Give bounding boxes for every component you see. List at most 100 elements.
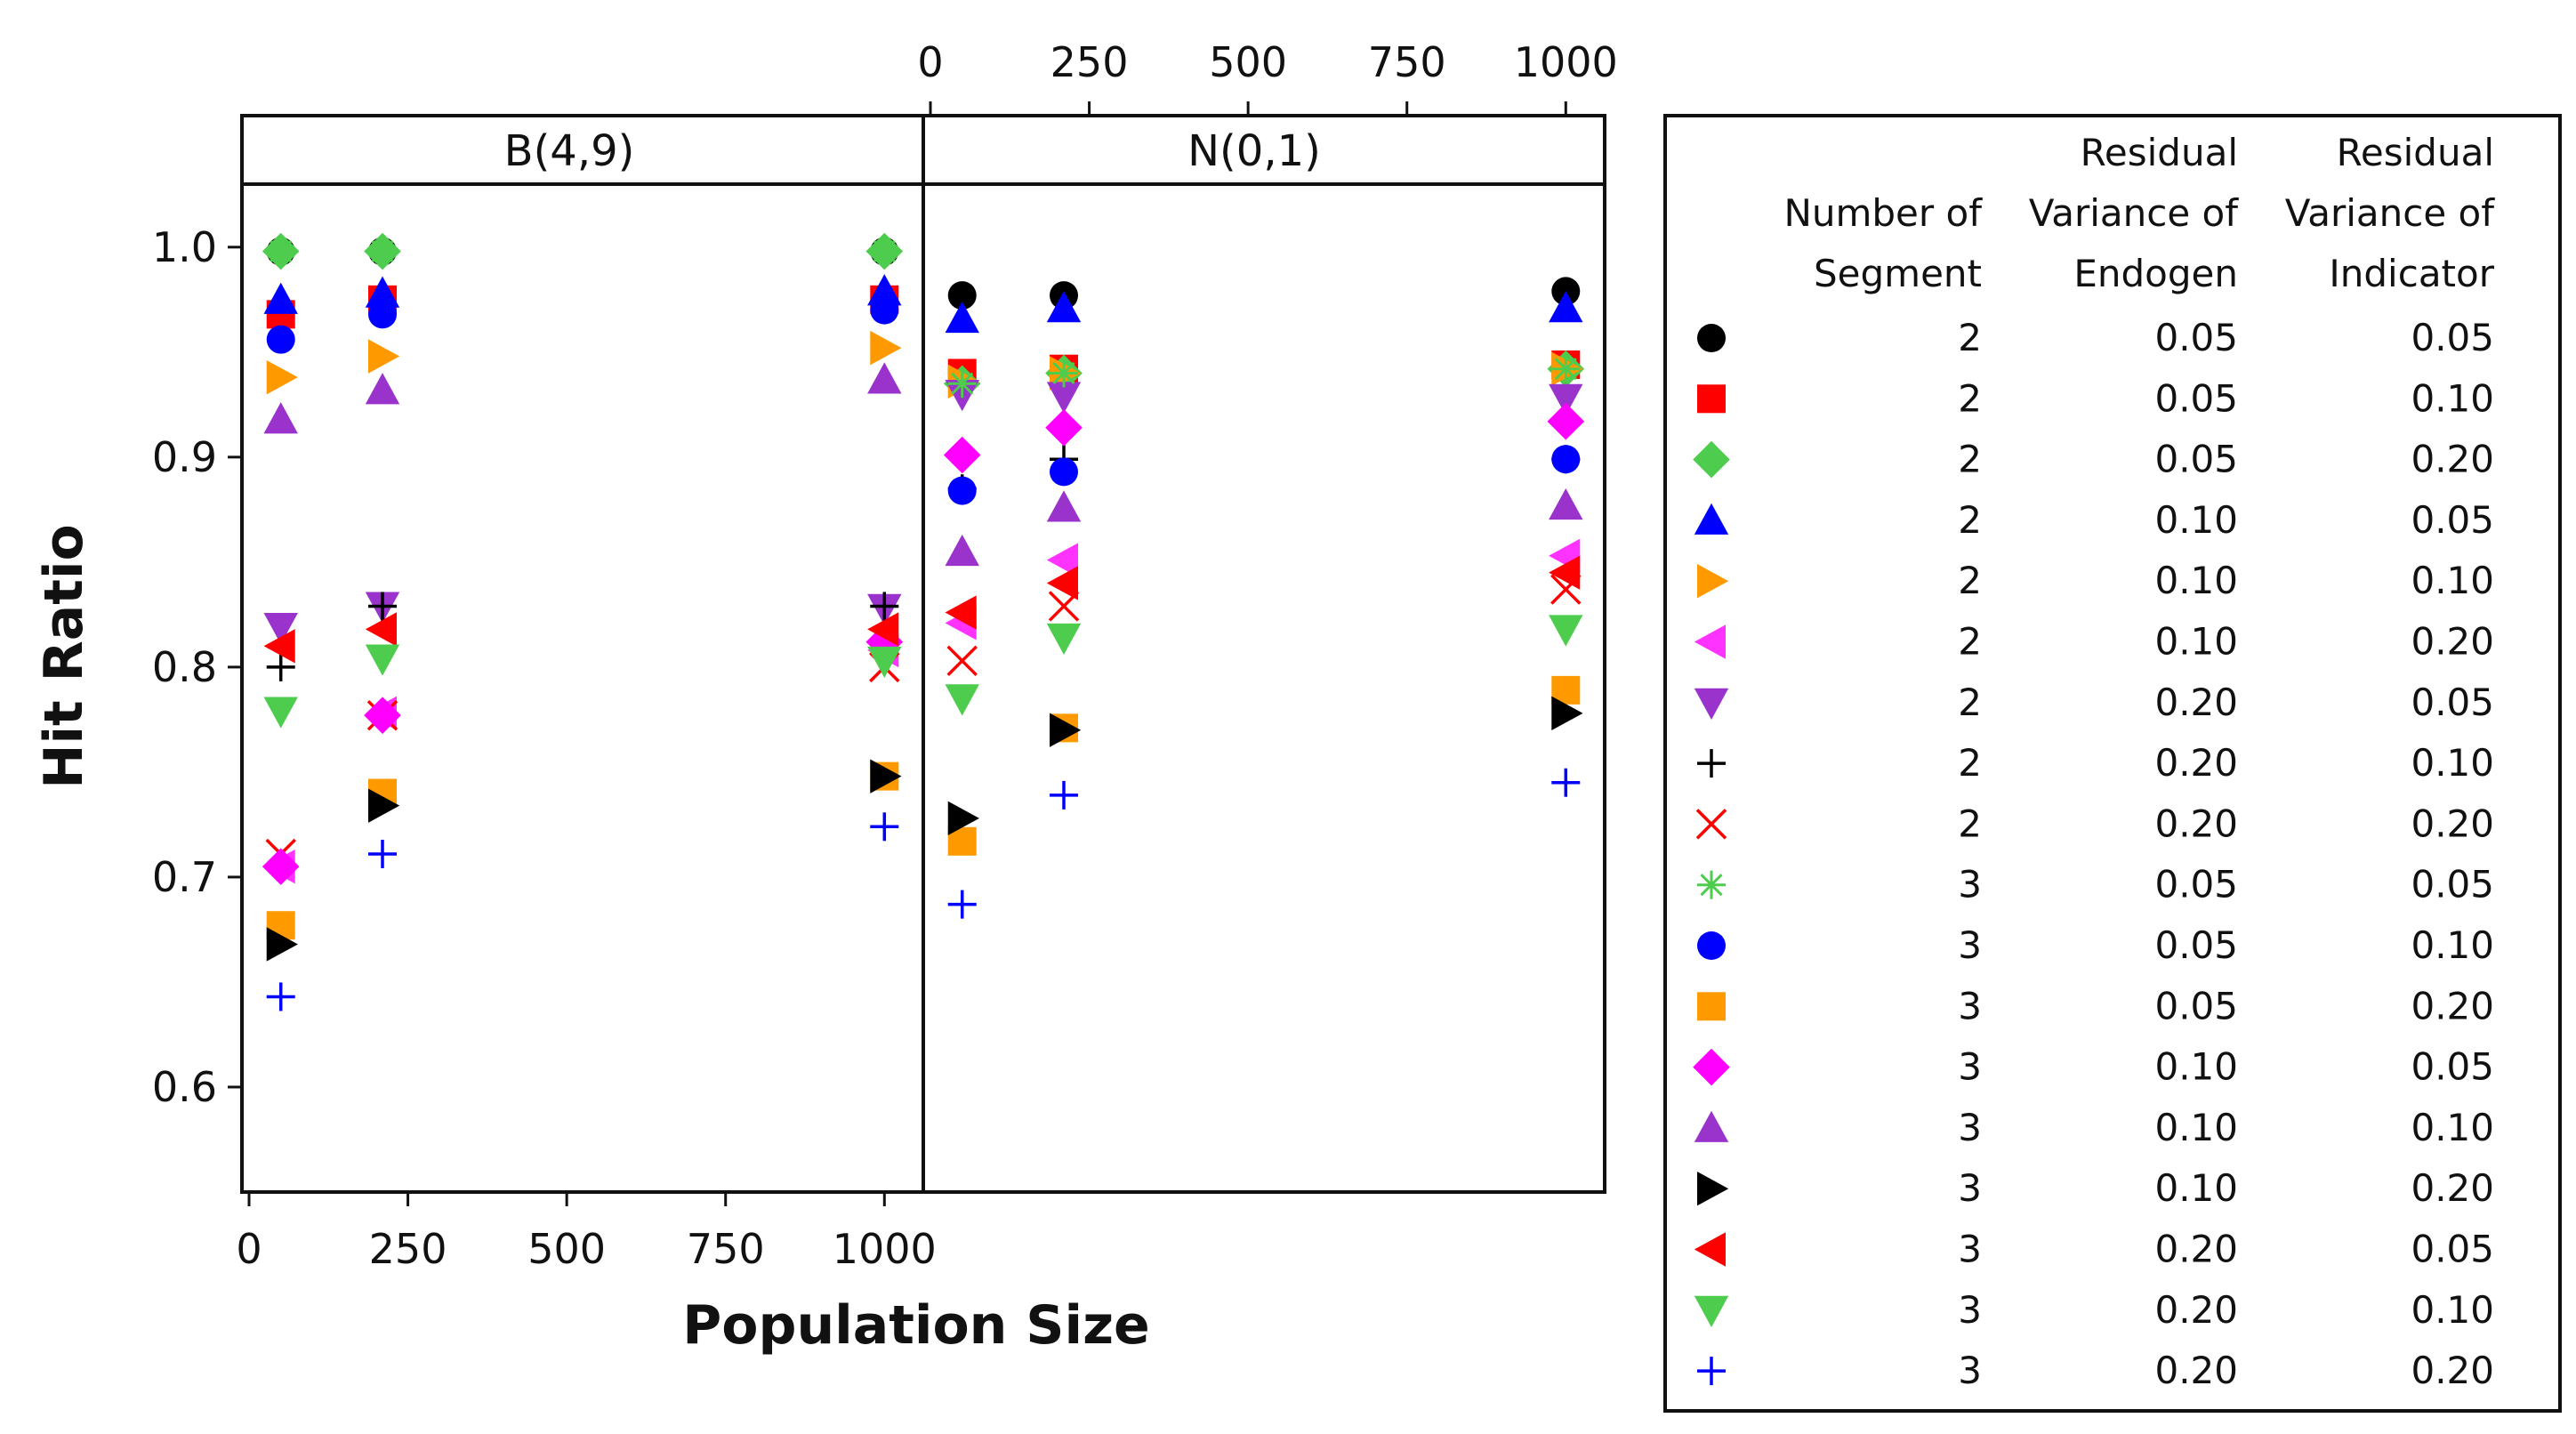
legend-endogen: 0.20 xyxy=(2154,1228,2238,1271)
x-tick-label-top: 250 xyxy=(1051,38,1129,86)
data-point-p1-s18-3 xyxy=(870,812,899,842)
legend-marker xyxy=(1697,384,1726,414)
data-point-p2-s17-2 xyxy=(1046,623,1082,656)
legend-indicator: 0.20 xyxy=(2411,438,2494,481)
legend-segment: 3 xyxy=(1958,1106,1982,1149)
legend-row: 2 0.05 0.10 xyxy=(1697,376,2494,420)
legend-endogen: 0.05 xyxy=(2154,438,2238,481)
data-point-p2-s15-3 xyxy=(1551,696,1583,731)
legend-row: 3 0.20 0.05 xyxy=(1694,1228,2494,1271)
legend-header-segment-1: Number of xyxy=(1783,191,1983,235)
legend-segment: 3 xyxy=(1958,1045,1982,1089)
legend-header-endogen-1: Residual xyxy=(2081,131,2238,174)
data-point-p1-s4-3 xyxy=(867,274,902,306)
x-tick-label-bottom: 0 xyxy=(236,1225,262,1273)
legend-indicator: 0.10 xyxy=(2411,1288,2494,1332)
legend-segment: 2 xyxy=(1958,438,1982,481)
legend-marker xyxy=(1693,440,1730,479)
data-point-p1-s11-3 xyxy=(870,295,899,325)
x-tick-label-top: 750 xyxy=(1368,38,1446,86)
data-point-p2-s9-1 xyxy=(946,645,978,677)
data-point-p1-s5-1 xyxy=(266,359,298,395)
legend-endogen: 0.20 xyxy=(2154,741,2238,785)
legend-marker xyxy=(1697,870,1726,899)
legend-row: 3 0.10 0.05 xyxy=(1693,1045,2494,1089)
axis-ticks: 0.6 0.7 0.8 0.9 1.0 0 0 250 250 500 500 750 750 1000 1… xyxy=(152,38,1618,1273)
legend-header-segment-2: Segment xyxy=(1814,252,1982,295)
legend-indicator: 0.20 xyxy=(2411,802,2494,845)
legend-indicator: 0.05 xyxy=(2411,498,2494,542)
legend-marker xyxy=(1693,1048,1730,1086)
data-point-p1-s10-2 xyxy=(368,237,397,266)
legend-marker xyxy=(1694,1232,1726,1267)
data-point-p1-s13-2 xyxy=(364,697,401,734)
data-point-p2-s4-2 xyxy=(1046,291,1082,323)
legend-segment: 3 xyxy=(1958,984,1982,1027)
legend-marker xyxy=(1694,1110,1729,1142)
legend-marker xyxy=(1697,324,1726,352)
y-tick-label: 1.0 xyxy=(152,223,217,271)
data-point-p2-s11-3 xyxy=(1551,445,1581,474)
legend-row: 2 0.20 0.10 xyxy=(1697,741,2494,785)
legend-row: 3 0.05 0.20 xyxy=(1697,984,2494,1027)
data-point-p2-s16-1 xyxy=(945,595,977,630)
data-point-p1-s5-2 xyxy=(368,339,400,374)
data-point-p1-s16-3 xyxy=(867,612,899,647)
data-point-p2-s13-2 xyxy=(1045,409,1083,447)
data-point-p2-s4-3 xyxy=(1549,291,1583,323)
legend-indicator: 0.10 xyxy=(2411,559,2494,602)
data-point-p1-s11-1 xyxy=(266,325,295,354)
legend-box xyxy=(1663,114,2562,1413)
legend-row: 3 0.05 0.05 xyxy=(1697,863,2494,906)
data-point-p2-s10-3 xyxy=(1551,354,1581,383)
data-point-p1-s4-1 xyxy=(263,282,298,314)
data-point-p2-s11-2 xyxy=(1050,457,1078,487)
legend-marker xyxy=(1697,1172,1729,1206)
data-point-p1-s14-3 xyxy=(867,362,902,394)
legend-indicator: 0.10 xyxy=(2411,1106,2494,1149)
legend-indicator: 0.05 xyxy=(2411,316,2494,359)
x-tick-label-top: 500 xyxy=(1209,38,1287,86)
legend-row: 3 0.20 0.10 xyxy=(1694,1288,2494,1332)
legend-marker xyxy=(1697,1357,1726,1386)
data-point-p1-s15-1 xyxy=(266,927,298,962)
data-point-p2-s17-3 xyxy=(1549,615,1583,647)
data-points xyxy=(262,232,1585,1011)
legend-row: 2 0.05 0.20 xyxy=(1693,438,2494,481)
legend-marker xyxy=(1695,809,1727,840)
data-point-p2-s13-3 xyxy=(1547,402,1585,440)
legend-endogen: 0.05 xyxy=(2154,316,2238,359)
legend-endogen: 0.05 xyxy=(2154,984,2238,1027)
legend-endogen: 0.20 xyxy=(2154,802,2238,845)
data-point-p1-s16-1 xyxy=(263,629,295,664)
legend-endogen: 0.10 xyxy=(2154,1106,2238,1149)
legend-indicator: 0.05 xyxy=(2411,681,2494,724)
data-point-p2-s7-2 xyxy=(1046,382,1082,414)
data-point-p2-s18-3 xyxy=(1551,768,1581,797)
data-point-p1-s10-1 xyxy=(266,237,295,266)
legend-segment: 2 xyxy=(1958,559,1982,602)
legend-segment: 2 xyxy=(1958,498,1982,542)
data-point-p1-s8-3 xyxy=(870,592,899,621)
panel-label-left: B(4,9) xyxy=(504,126,635,176)
legend-header-indicator-1: Residual xyxy=(2337,131,2494,174)
legend-endogen: 0.20 xyxy=(2154,681,2238,724)
data-point-p2-s14-1 xyxy=(945,534,979,567)
legend-indicator: 0.20 xyxy=(2411,620,2494,664)
data-point-p2-s15-1 xyxy=(947,801,979,836)
legend-endogen: 0.10 xyxy=(2154,498,2238,542)
legend-marker xyxy=(1697,992,1726,1021)
data-point-p1-s13-1 xyxy=(262,848,300,885)
legend-segment: 2 xyxy=(1958,681,1982,724)
legend-indicator: 0.10 xyxy=(2411,923,2494,967)
data-point-p1-s18-1 xyxy=(266,982,295,1011)
data-point-p2-s10-2 xyxy=(1050,358,1078,388)
data-point-p1-s4-2 xyxy=(365,276,400,308)
legend-headers: Number of Segment Residual Variance of E… xyxy=(1783,131,2495,295)
data-point-p2-s17-1 xyxy=(945,684,979,716)
legend-endogen: 0.10 xyxy=(2154,620,2238,664)
legend-endogen: 0.10 xyxy=(2154,1045,2238,1089)
x-tick-label-bottom: 1000 xyxy=(833,1225,937,1273)
legend-segment: 2 xyxy=(1958,316,1982,359)
